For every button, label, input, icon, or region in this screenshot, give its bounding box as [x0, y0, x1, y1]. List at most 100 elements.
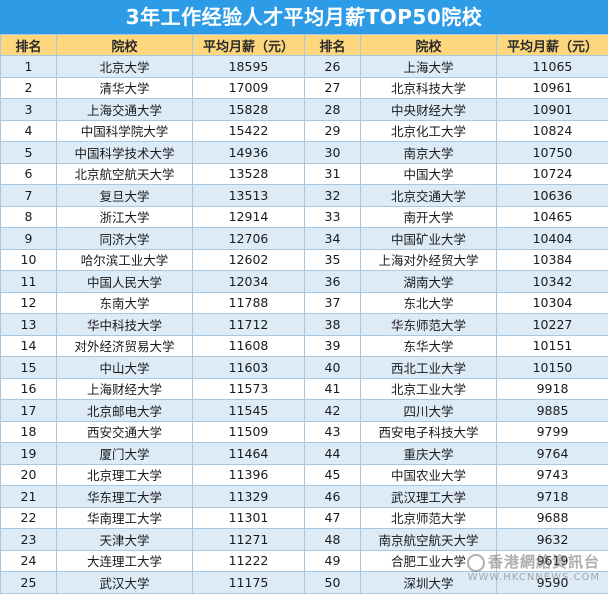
table-row: 19 厦门大学 11464 44 重庆大学 9764 [0, 442, 608, 465]
salary-cell: 9688 [496, 506, 608, 529]
school-cell: 深圳大学 [360, 571, 497, 594]
rank-cell: 33 [304, 205, 361, 228]
school-cell: 北京化工大学 [360, 119, 497, 142]
table-row: 22 华南理工大学 11301 47 北京师范大学 9688 [0, 506, 608, 529]
rank-cell: 39 [304, 334, 361, 357]
header-salary: 平均月薪（元） [192, 34, 305, 56]
rank-cell: 12 [0, 291, 57, 314]
school-cell: 中国科学院大学 [56, 119, 193, 142]
rank-cell: 10 [0, 248, 57, 271]
table-row: 20 北京理工大学 11396 45 中国农业大学 9743 [0, 463, 608, 486]
rank-cell: 48 [304, 528, 361, 551]
school-cell: 西安电子科技大学 [360, 420, 497, 443]
school-cell: 上海大学 [360, 55, 497, 78]
school-cell: 西安交通大学 [56, 420, 193, 443]
school-cell: 华东师范大学 [360, 313, 497, 336]
rank-cell: 44 [304, 442, 361, 465]
rank-cell: 29 [304, 119, 361, 142]
header-row: 排名 院校 平均月薪（元） 排名 院校 平均月薪（元） [0, 34, 608, 56]
rank-cell: 22 [0, 506, 57, 529]
rank-cell: 21 [0, 485, 57, 508]
school-cell: 清华大学 [56, 76, 193, 99]
rank-cell: 40 [304, 356, 361, 379]
school-cell: 湖南大学 [360, 270, 497, 293]
salary-cell: 11608 [192, 334, 305, 357]
table-body: 1 北京大学 18595 26 上海大学 11065 2 清华大学 17009 27 北京科技大学 1… [0, 55, 608, 594]
salary-cell: 11175 [192, 571, 305, 594]
header-school: 院校 [360, 34, 497, 56]
school-cell: 华南理工大学 [56, 506, 193, 529]
rank-cell: 32 [304, 184, 361, 207]
rank-cell: 38 [304, 313, 361, 336]
table-row: 18 西安交通大学 11509 43 西安电子科技大学 9799 [0, 420, 608, 443]
table-row: 5 中国科学技术大学 14936 30 南京大学 10750 [0, 141, 608, 164]
rank-cell: 14 [0, 334, 57, 357]
school-cell: 浙江大学 [56, 205, 193, 228]
salary-cell: 11464 [192, 442, 305, 465]
school-cell: 重庆大学 [360, 442, 497, 465]
salary-cell: 12706 [192, 227, 305, 250]
salary-cell: 17009 [192, 76, 305, 99]
school-cell: 哈尔滨工业大学 [56, 248, 193, 271]
rank-cell: 3 [0, 98, 57, 121]
school-cell: 天津大学 [56, 528, 193, 551]
school-cell: 华东理工大学 [56, 485, 193, 508]
school-cell: 北京师范大学 [360, 506, 497, 529]
salary-cell: 11271 [192, 528, 305, 551]
table-row: 21 华东理工大学 11329 46 武汉理工大学 9718 [0, 485, 608, 508]
school-cell: 上海交通大学 [56, 98, 193, 121]
salary-cell: 11712 [192, 313, 305, 336]
table-row: 23 天津大学 11271 48 南京航空航天大学 9632 [0, 528, 608, 551]
rank-cell: 34 [304, 227, 361, 250]
salary-cell: 11545 [192, 399, 305, 422]
salary-cell: 10961 [496, 76, 608, 99]
school-cell: 中国矿业大学 [360, 227, 497, 250]
school-cell: 中国科学技术大学 [56, 141, 193, 164]
salary-cell: 9718 [496, 485, 608, 508]
rank-cell: 27 [304, 76, 361, 99]
rank-cell: 18 [0, 420, 57, 443]
rank-cell: 36 [304, 270, 361, 293]
rank-cell: 30 [304, 141, 361, 164]
school-cell: 大连理工大学 [56, 549, 193, 572]
table-row: 13 华中科技大学 11712 38 华东师范大学 10227 [0, 313, 608, 336]
salary-cell: 11222 [192, 549, 305, 572]
rank-cell: 49 [304, 549, 361, 572]
table-row: 4 中国科学院大学 15422 29 北京化工大学 10824 [0, 119, 608, 142]
header-salary: 平均月薪（元） [496, 34, 608, 56]
school-cell: 东北大学 [360, 291, 497, 314]
table-row: 9 同济大学 12706 34 中国矿业大学 10404 [0, 227, 608, 250]
school-cell: 北京科技大学 [360, 76, 497, 99]
table-row: 8 浙江大学 12914 33 南开大学 10465 [0, 205, 608, 228]
salary-cell: 10151 [496, 334, 608, 357]
rank-cell: 50 [304, 571, 361, 594]
rank-cell: 23 [0, 528, 57, 551]
salary-cell: 15422 [192, 119, 305, 142]
table-row: 7 复旦大学 13513 32 北京交通大学 10636 [0, 184, 608, 207]
salary-cell: 11065 [496, 55, 608, 78]
salary-cell: 15828 [192, 98, 305, 121]
table-row: 6 北京航空航天大学 13528 31 中国大学 10724 [0, 162, 608, 185]
school-cell: 北京大学 [56, 55, 193, 78]
rank-cell: 4 [0, 119, 57, 142]
rank-cell: 16 [0, 377, 57, 400]
salary-cell: 10750 [496, 141, 608, 164]
table-row: 12 东南大学 11788 37 东北大学 10304 [0, 291, 608, 314]
salary-cell: 11396 [192, 463, 305, 486]
table-row: 14 对外经济贸易大学 11608 39 东华大学 10151 [0, 334, 608, 357]
salary-cell: 18595 [192, 55, 305, 78]
rank-cell: 1 [0, 55, 57, 78]
school-cell: 东华大学 [360, 334, 497, 357]
rank-cell: 45 [304, 463, 361, 486]
school-cell: 西北工业大学 [360, 356, 497, 379]
school-cell: 厦门大学 [56, 442, 193, 465]
salary-cell: 11301 [192, 506, 305, 529]
salary-cell: 14936 [192, 141, 305, 164]
school-cell: 武汉大学 [56, 571, 193, 594]
salary-cell: 11788 [192, 291, 305, 314]
school-cell: 中央财经大学 [360, 98, 497, 121]
rank-cell: 41 [304, 377, 361, 400]
salary-cell: 10465 [496, 205, 608, 228]
salary-cell: 10342 [496, 270, 608, 293]
salary-cell: 13528 [192, 162, 305, 185]
